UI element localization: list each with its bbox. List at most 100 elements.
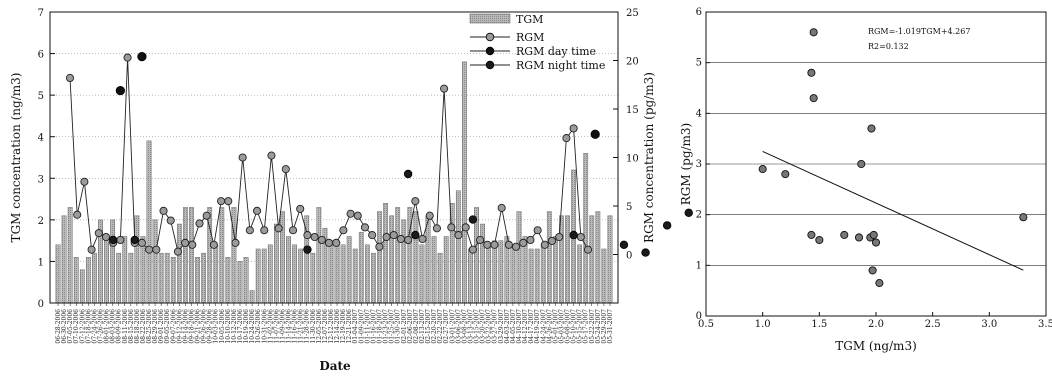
rgm-point — [346, 209, 355, 218]
rgm-point — [238, 153, 247, 162]
rgm-point — [483, 240, 492, 249]
xtick-label: 09-01-2006 — [158, 309, 165, 344]
xtick-label: 02-13-2007 — [419, 309, 426, 344]
fit-r2: R2=0.132 — [868, 42, 909, 51]
tgm-bar — [346, 236, 352, 304]
rgm-point — [94, 229, 103, 238]
scatter-point — [809, 94, 818, 103]
tgm-bar — [413, 211, 419, 304]
rgm-point — [576, 232, 585, 242]
fit-equation: RGM=-1.019TGM+4.267 — [868, 27, 970, 36]
tgm-bar — [286, 236, 291, 304]
xtick-label: 08-18-2006 — [134, 309, 141, 344]
tgm-bar — [437, 252, 443, 304]
rgm-point — [396, 234, 405, 244]
xtick-label: 10-19-2006 — [243, 309, 250, 344]
tgm-bar — [425, 215, 431, 304]
tgm-bar — [249, 290, 255, 304]
tgm-bar — [104, 240, 109, 304]
scatter-xtick-label: 2.5 — [925, 319, 941, 330]
tgm-bar — [565, 215, 570, 304]
rgm-night-point — [303, 245, 312, 254]
rgm-point — [476, 235, 485, 244]
rgm-point — [382, 232, 391, 242]
scatter-point — [807, 68, 816, 77]
xtick-label: 04-03-2007 — [504, 309, 511, 344]
rgm-point — [310, 232, 319, 242]
xtick-label: 05-10-2007 — [571, 309, 578, 344]
xtick-label: 03-08-2007 — [461, 309, 468, 344]
xtick-label: 03-01-2007 — [449, 309, 456, 344]
tgm-bar — [201, 252, 206, 304]
xtick-label: 05-15-2007 — [577, 309, 584, 344]
legend-tgm-label: TGM — [516, 13, 543, 26]
scatter-point — [866, 233, 875, 242]
rgm-night-point — [684, 208, 693, 217]
xtick-label: 04-12-2007 — [522, 309, 529, 344]
xtick-label: 09-12-2006 — [176, 309, 183, 344]
tgm-bar — [383, 203, 388, 304]
xtick-label: 10-26-2006 — [255, 309, 262, 344]
xtick-label: 09-18-2006 — [188, 309, 195, 344]
tgm-bar — [492, 240, 498, 304]
xtick-label: 02-20-2007 — [431, 309, 438, 344]
rgm-point — [253, 206, 262, 215]
rgm-point — [339, 226, 348, 235]
tgm-bar — [164, 252, 170, 304]
xtick-label: 04-05-2007 — [510, 309, 517, 344]
tgm-bar — [79, 269, 85, 304]
tgm-bar — [146, 140, 152, 304]
legend-rgm-night-marker — [485, 60, 495, 70]
xtick-label: 11-28-2006 — [304, 309, 311, 344]
xtick-label: 07-24-2006 — [91, 309, 98, 344]
scatter-xtick-label: 3.0 — [981, 319, 997, 330]
tgm-bar — [55, 244, 61, 304]
xtick-label: 01-23-2007 — [383, 309, 390, 344]
scatter-point — [871, 238, 881, 247]
xtick-label: 05-31-2007 — [607, 309, 614, 344]
rgm-point — [512, 242, 521, 251]
tgm-bar — [189, 207, 194, 304]
tgm-bar — [552, 236, 558, 304]
legend-rgm-day-marker — [485, 46, 495, 56]
tgm-bar — [92, 252, 97, 304]
tgm-bar — [183, 207, 188, 304]
tgm-bar — [261, 248, 267, 304]
rgm-point — [281, 165, 290, 174]
ytick-left-label: 7 — [38, 8, 44, 19]
scatter-xtick-label: 1.0 — [755, 319, 771, 330]
xtick-label: 09-28-2006 — [207, 309, 214, 344]
scatter-point — [857, 159, 866, 169]
tgm-bar — [468, 248, 473, 304]
xtick-label: 12-12-2006 — [328, 309, 335, 344]
tgm-bar — [158, 252, 164, 304]
xtick-label: 07-12-2006 — [79, 309, 86, 344]
rgm-day-point — [115, 85, 125, 96]
rgm-point — [497, 203, 506, 212]
xtick-label: 02-08-2007 — [413, 309, 420, 344]
tgm-bar — [195, 257, 200, 304]
rgm-night-point — [641, 248, 650, 257]
tgm-bar — [219, 207, 225, 304]
xtick-label: 08-03-2006 — [110, 309, 117, 344]
xtick-label: 05-03-2007 — [558, 309, 565, 344]
tgm-bar — [546, 211, 552, 304]
xtick-label: 05-24-2007 — [595, 309, 602, 344]
xtick-label: 05-29-2007 — [601, 309, 608, 344]
tgm-bar — [292, 244, 297, 304]
ytick-left-label: 3 — [38, 174, 44, 185]
xtick-label: 10-05-2006 — [219, 309, 226, 344]
ytick-left-label: 6 — [38, 50, 44, 61]
rgm-night-point — [108, 235, 118, 245]
scatter-point — [781, 170, 790, 179]
tgm-bar — [267, 244, 273, 304]
rgm-point — [324, 238, 334, 247]
rgm-night-point — [619, 240, 629, 249]
rgm-point — [181, 238, 190, 247]
xtick-label: 01-09-2007 — [358, 309, 365, 344]
tgm-bar — [334, 244, 340, 304]
tgm-bar — [340, 244, 346, 304]
rgm-point — [87, 245, 96, 254]
xtick-label: 10-17-2006 — [237, 309, 244, 344]
xtick-label: 09-21-2006 — [195, 309, 202, 344]
